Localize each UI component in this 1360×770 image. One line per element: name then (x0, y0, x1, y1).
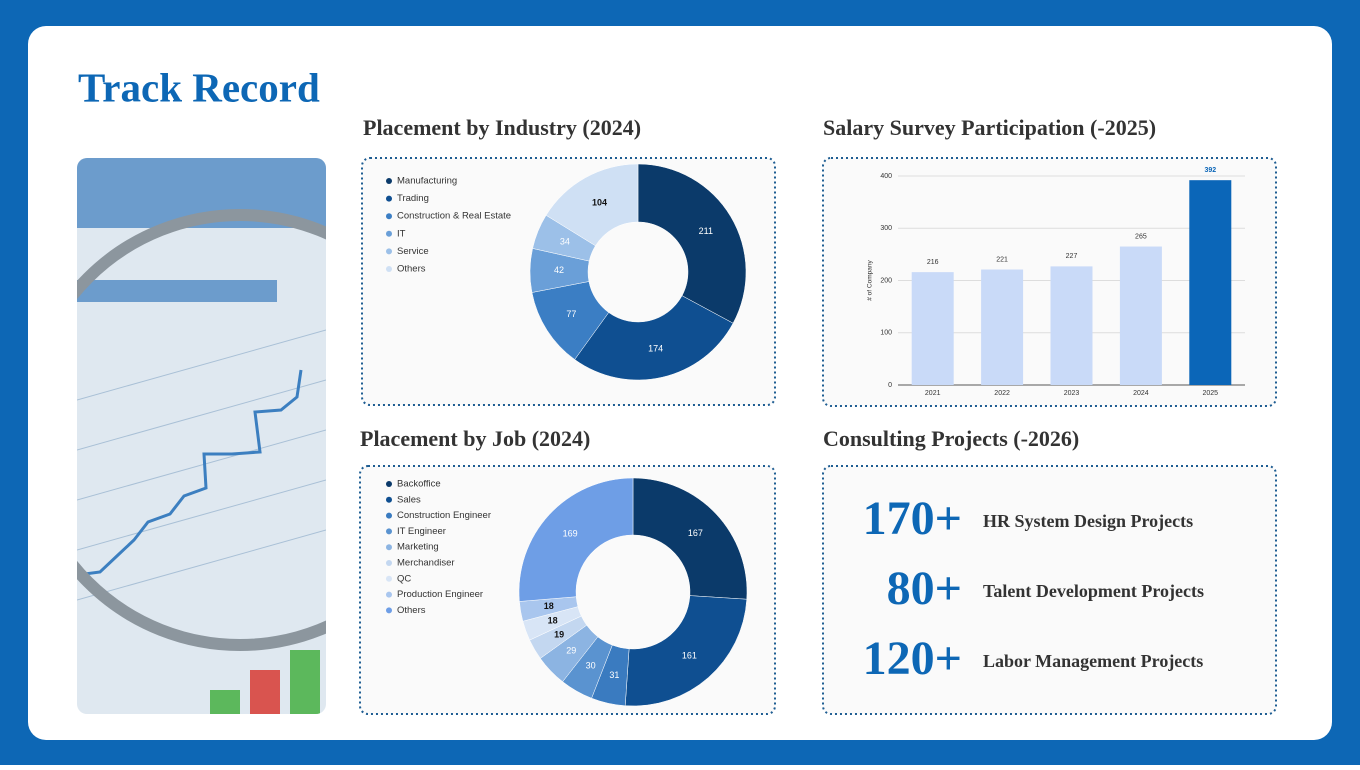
data-label: 42 (554, 265, 564, 275)
legend-swatch (386, 528, 392, 535)
legend-label: IT Engineer (397, 526, 446, 537)
data-label: 174 (648, 343, 663, 353)
legend-label: Manufacturing (397, 176, 457, 187)
bar (1189, 180, 1232, 385)
legend-swatch (386, 512, 392, 519)
bar (1050, 266, 1093, 385)
data-label: 19 (554, 629, 564, 639)
x-tick-label: 2022 (994, 390, 1010, 397)
chart-title: Placement by Industry (2024) (363, 115, 641, 140)
data-label: 29 (566, 645, 576, 655)
legend-swatch (386, 481, 392, 487)
pie-slice (637, 163, 747, 324)
y-tick-label: 100 (880, 330, 892, 337)
legend-swatch (386, 266, 392, 272)
legend-label: Marketing (397, 542, 439, 553)
pie-slice (545, 163, 639, 247)
data-label: 18 (544, 601, 554, 611)
data-label: 169 (563, 528, 578, 538)
section-title: Consulting Projects (-2026) (823, 426, 1079, 451)
legend-swatch (386, 178, 392, 184)
legend-swatch (386, 248, 392, 255)
data-label: 211 (699, 226, 713, 236)
legend-label: Merchandiser (397, 558, 455, 569)
data-label: 392 (1204, 167, 1216, 174)
stat-number: 120+ (863, 632, 962, 685)
legend-swatch (386, 560, 392, 566)
data-label: 227 (1066, 253, 1078, 260)
legend-label: Construction & Real Estate (397, 211, 511, 222)
page-title: Track Record (78, 64, 320, 110)
stat-label: Talent Development Projects (983, 581, 1204, 601)
stat-label: HR System Design Projects (983, 511, 1193, 531)
bar (1119, 246, 1162, 385)
stat-label: Labor Management Projects (983, 651, 1203, 671)
y-axis-label: # of Company (867, 260, 874, 301)
y-tick-label: 300 (880, 225, 892, 232)
pie-slice (574, 295, 734, 381)
legend-swatch (386, 213, 392, 220)
chart-title: Salary Survey Participation (-2025) (823, 115, 1156, 140)
y-tick-label: 0 (888, 382, 892, 389)
pie-slice (632, 477, 748, 600)
stat-number: 170+ (863, 492, 962, 545)
x-tick-label: 2024 (1133, 390, 1149, 397)
legend-swatch (386, 195, 392, 202)
data-label: 31 (609, 670, 619, 680)
panel (822, 465, 1277, 715)
legend-label: IT (397, 228, 406, 239)
legend-label: Trading (397, 193, 429, 204)
x-tick-label: 2021 (925, 390, 941, 397)
data-label: 167 (688, 528, 703, 538)
pie-slice (518, 477, 634, 602)
legend-swatch (386, 230, 392, 237)
legend-label: Construction Engineer (397, 510, 491, 521)
legend-swatch (386, 575, 392, 582)
data-label: 18 (548, 615, 558, 625)
legend-label: Production Engineer (397, 589, 483, 600)
legend-label: Service (397, 246, 429, 257)
data-label: 161 (682, 651, 697, 661)
bar (911, 272, 954, 385)
legend-label: Backoffice (397, 479, 441, 490)
legend-label: Sales (397, 494, 421, 505)
legend-swatch (386, 591, 392, 598)
x-tick-label: 2025 (1203, 390, 1219, 397)
data-label: 265 (1135, 233, 1147, 240)
data-label: 221 (996, 256, 1008, 263)
data-label: 104 (592, 197, 607, 207)
pie-slice (624, 595, 748, 707)
legend-swatch (386, 496, 392, 503)
y-tick-label: 400 (880, 173, 892, 180)
legend-label: Others (397, 264, 426, 275)
legend-swatch (386, 607, 392, 614)
bar (981, 269, 1024, 385)
stat-number: 80+ (887, 562, 962, 615)
photo (77, 158, 326, 714)
legend-swatch (386, 544, 392, 551)
data-label: 34 (560, 237, 570, 247)
data-label: 77 (566, 309, 576, 319)
data-label: 30 (586, 661, 596, 671)
chart-title: Placement by Job (2024) (360, 426, 590, 451)
legend-label: QC (397, 573, 411, 584)
legend-label: Others (397, 605, 426, 616)
y-tick-label: 200 (880, 277, 892, 284)
data-label: 216 (927, 259, 939, 266)
x-tick-label: 2023 (1064, 390, 1080, 397)
